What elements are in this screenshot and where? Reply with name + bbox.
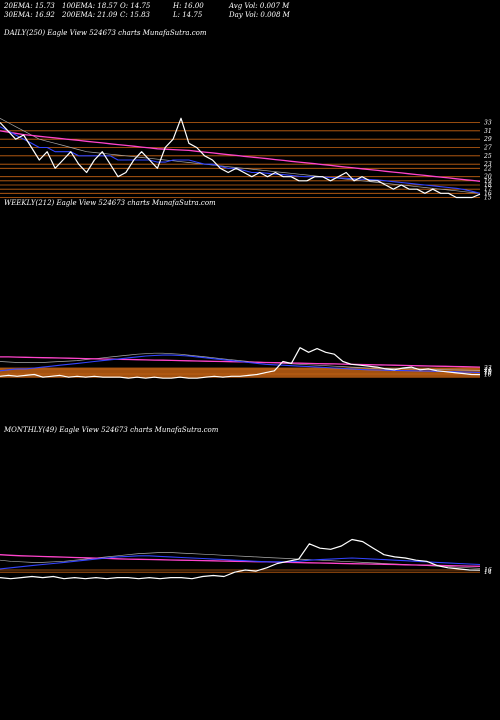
weekly-y-tick-label: 18 [484,370,492,377]
daily-y-tick-label: 22 [483,165,492,172]
weekly-y-tick-label: 21 [483,367,492,374]
daily-ema-slow-line [0,130,481,182]
daily-y-tick-label: 29 [483,136,492,143]
header-close: C: 15.83 [120,11,150,19]
daily-price-line [0,117,481,199]
header-low: L: 14.75 [173,11,203,19]
daily-y-tick-label: 15 [484,195,492,202]
header-ema30: 30EMA: 16.92 [4,11,55,19]
daily-y-tick-label: 18 [484,182,492,189]
weekly-y-tick-label: 19 [484,369,492,376]
weekly-ema-fast-line [0,354,481,374]
header-ema20: 20EMA: 15.73 [4,2,55,10]
monthly-y-tick-label: 16 [484,567,492,574]
daily-y-tick-label: 33 [484,120,492,127]
monthly-ema-fast-line [0,555,481,570]
monthly-ema-slow-line [0,554,481,567]
daily-y-tick-label: 20 [483,174,492,181]
header-ema200: 200EMA: 21.09 [62,11,118,19]
daily-ema-fast-line [0,126,481,194]
weekly-y-tick-label: 16 [484,371,492,378]
header-ema100: 100EMA: 18.57 [62,2,118,10]
weekly-price-line [0,347,481,379]
daily-ma-gray-line [0,117,481,194]
daily-chart-label: DAILY(250) Eagle View 524673 charts Muna… [4,29,207,37]
weekly-chart-label: WEEKLY(212) Eagle View 524673 charts Mun… [4,199,216,207]
weekly-y-tick-label: 23 [483,365,492,372]
daily-y-tick-label: 25 [483,153,492,160]
header-high: H: 16.00 [173,2,204,10]
daily-y-tick-label: 27 [483,145,492,152]
daily-y-tick-label: 19 [484,178,492,185]
monthly-y-tick-label: 14 [484,569,492,576]
header-day-vol: Day Vol: 0.008 M [229,11,290,19]
monthly-chart-label: MONTHLY(49) Eagle View 524673 charts Mun… [4,426,219,434]
daily-y-tick-label: 23 [483,161,492,168]
header-avg-vol: Avg Vol: 0.007 M [229,2,290,10]
monthly-price-line [0,538,481,580]
daily-y-tick-label: 31 [484,128,492,135]
header-open: O: 14.75 [120,2,151,10]
daily-y-tick-label: 17 [484,186,492,193]
daily-y-tick-label: 16 [484,190,492,197]
